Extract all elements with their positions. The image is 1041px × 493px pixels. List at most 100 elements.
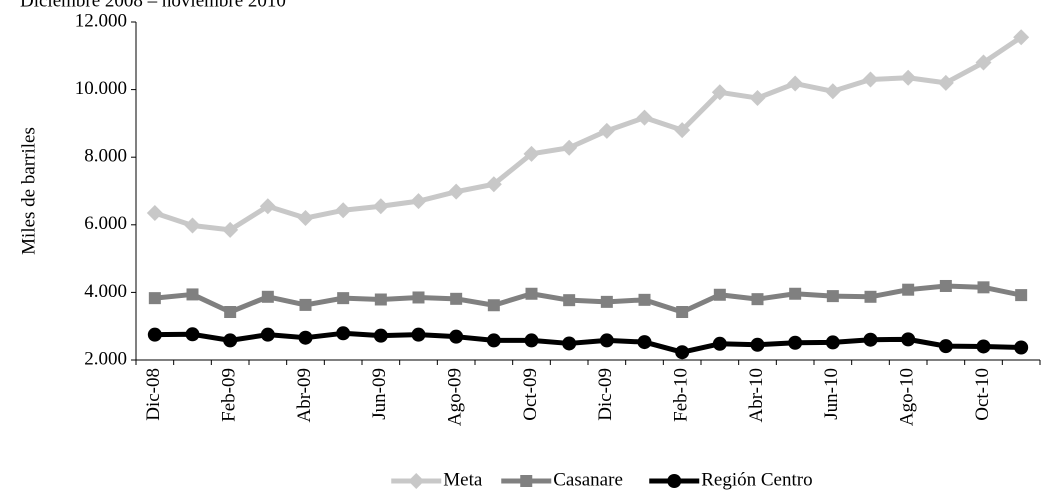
marker (902, 283, 915, 296)
marker (976, 339, 991, 354)
marker (826, 290, 839, 303)
marker (638, 293, 651, 306)
y-tick-label: 4.000 (84, 281, 127, 302)
y-tick-label: 6.000 (84, 213, 127, 234)
marker (411, 327, 426, 342)
marker (337, 292, 350, 305)
marker (863, 332, 878, 347)
marker (147, 327, 162, 342)
marker (412, 291, 425, 304)
marker (637, 335, 652, 350)
marker (223, 333, 238, 348)
marker (185, 327, 200, 342)
marker (712, 336, 727, 351)
series-line (154, 35, 1023, 233)
marker (636, 109, 653, 126)
marker (901, 332, 916, 347)
x-tick-label: Abr-09 (294, 368, 315, 423)
marker (939, 279, 952, 292)
marker (299, 298, 312, 311)
marker (373, 328, 388, 343)
marker (448, 183, 465, 200)
series-line (154, 330, 1022, 355)
y-tick-label: 2.000 (84, 348, 127, 369)
marker (787, 75, 804, 92)
marker (1014, 340, 1029, 355)
legend-label: Meta (443, 469, 483, 490)
marker (146, 204, 163, 221)
marker (563, 294, 576, 307)
y-axis-label: Miles de barriles (18, 127, 39, 255)
series-line (154, 283, 1022, 315)
marker (598, 122, 615, 139)
x-tick-label: Ago-10 (897, 368, 918, 426)
marker (1013, 29, 1030, 46)
marker (938, 339, 953, 354)
chart-subtitle: Diciembre 2008 – noviembre 2010 (20, 0, 286, 11)
marker (374, 293, 387, 306)
marker (937, 74, 954, 91)
marker (450, 292, 463, 305)
legend: Meta Casanare Región Centro (391, 469, 813, 490)
marker (485, 176, 502, 193)
marker (148, 292, 161, 305)
y-tick-label: 8.000 (84, 146, 127, 167)
marker (825, 335, 840, 350)
legend-label: Región Centro (701, 469, 812, 490)
legend-label: Casanare (553, 469, 623, 490)
legend-marker (667, 474, 682, 488)
marker (751, 293, 764, 306)
x-tick-label: Dic-09 (595, 368, 616, 421)
marker (297, 210, 314, 227)
marker (561, 139, 578, 156)
marker (864, 290, 877, 303)
marker (1015, 289, 1028, 302)
marker (788, 335, 803, 350)
marker (335, 202, 352, 219)
marker (789, 287, 802, 300)
marker (711, 84, 728, 101)
marker (562, 336, 577, 351)
x-tick-label: Oct-09 (520, 368, 541, 421)
x-tick-label: Dic-08 (143, 368, 164, 421)
x-tick-label: Feb-10 (671, 368, 692, 422)
marker (749, 90, 766, 107)
y-tick-label: 10.000 (75, 78, 127, 99)
x-tick-label: Ago-09 (445, 368, 466, 426)
marker (336, 326, 351, 341)
x-tick-label: Oct-10 (972, 368, 993, 421)
marker (449, 329, 464, 344)
marker (525, 287, 538, 300)
marker (824, 83, 841, 100)
marker (674, 122, 691, 139)
marker (523, 145, 540, 162)
legend-marker (408, 473, 425, 489)
marker (977, 281, 990, 294)
marker (261, 290, 274, 303)
marker (486, 333, 501, 348)
marker (600, 295, 613, 308)
marker (372, 198, 389, 215)
x-tick-label: Feb-09 (219, 368, 240, 422)
marker (487, 299, 500, 312)
marker (750, 337, 765, 352)
marker (599, 333, 614, 348)
marker (222, 221, 239, 238)
marker (186, 288, 199, 301)
marker (410, 193, 427, 210)
x-tick-label: Jun-09 (369, 368, 390, 420)
marker (259, 198, 276, 215)
marker (900, 69, 917, 86)
marker (862, 71, 879, 88)
marker (675, 345, 690, 360)
x-tick-label: Abr-10 (746, 368, 767, 423)
marker (524, 333, 539, 348)
legend-marker (520, 475, 533, 487)
marker (298, 330, 313, 345)
marker (676, 306, 689, 319)
x-tick-label: Jun-10 (821, 368, 842, 420)
marker (260, 327, 275, 342)
y-tick-label: 12.000 (75, 10, 127, 31)
marker (975, 54, 992, 71)
